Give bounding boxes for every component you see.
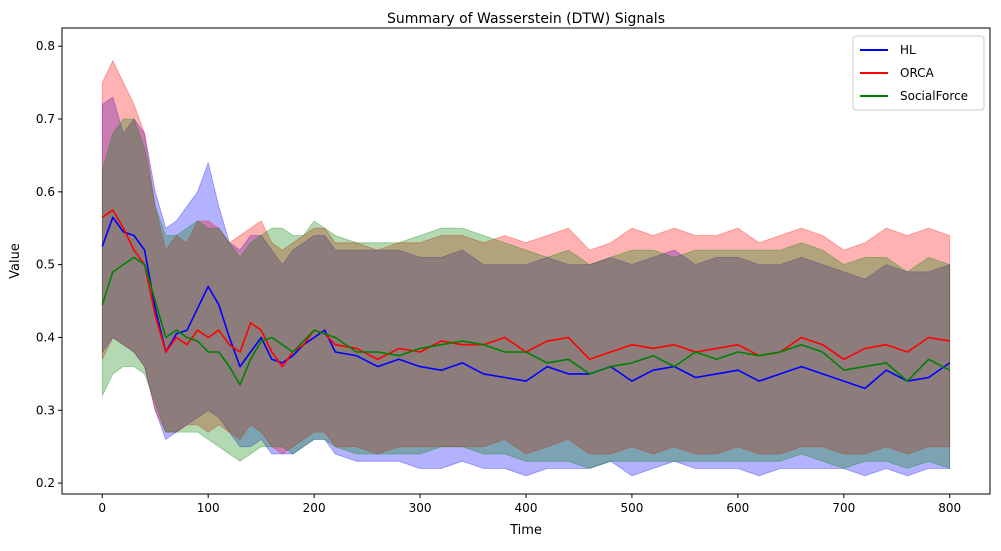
y-tick-label: 0.8 <box>36 39 55 53</box>
legend-label-hl: HL <box>900 43 916 57</box>
x-tick-label: 300 <box>409 501 432 515</box>
x-tick-label: 600 <box>726 501 749 515</box>
y-tick-label: 0.7 <box>36 112 55 126</box>
y-tick-label: 0.2 <box>36 476 55 490</box>
chart-title: Summary of Wasserstein (DTW) Signals <box>387 11 665 27</box>
x-tick-label: 0 <box>98 501 106 515</box>
y-tick-label: 0.4 <box>36 330 55 344</box>
x-axis: 0 100 200 300 400 500 600 700 800 <box>98 494 961 515</box>
series-lines <box>101 209 951 390</box>
x-tick-label: 200 <box>303 501 326 515</box>
x-tick-label: 400 <box>515 501 538 515</box>
x-tick-label: 500 <box>620 501 643 515</box>
x-tick-label: 700 <box>832 501 855 515</box>
hl-band <box>101 96 951 477</box>
y-tick-label: 0.3 <box>36 403 55 417</box>
legend-box <box>852 35 985 111</box>
y-tick-label: 0.6 <box>36 185 55 199</box>
y-axis: 0.2 0.3 0.4 0.5 0.6 0.7 0.8 <box>36 39 62 490</box>
y-axis-label: Value <box>8 243 23 279</box>
x-axis-label: Time <box>509 523 542 538</box>
orca-band <box>101 59 951 455</box>
legend-label-socialforce: SocialForce <box>900 89 968 103</box>
socialforce-band <box>101 118 951 470</box>
hl-line <box>101 216 951 390</box>
confidence-bands <box>101 59 951 477</box>
legend: HL ORCA SocialForce <box>852 35 985 111</box>
x-tick-label: 100 <box>197 501 220 515</box>
legend-label-orca: ORCA <box>900 66 935 80</box>
x-tick-label: 800 <box>938 501 961 515</box>
y-tick-label: 0.5 <box>36 258 55 272</box>
socialforce-line <box>101 256 951 386</box>
